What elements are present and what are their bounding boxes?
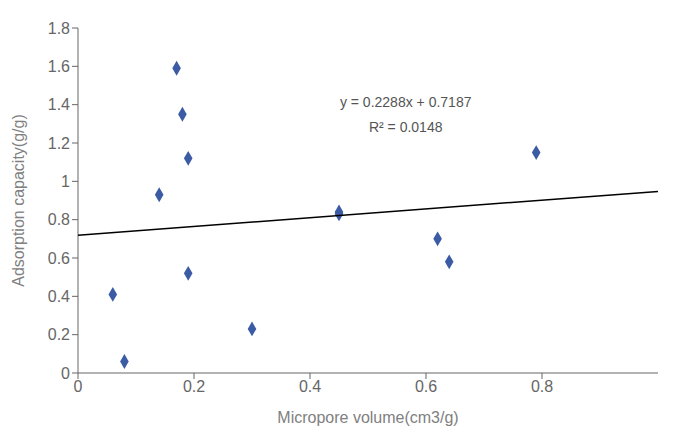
svg-text:0: 0	[74, 378, 83, 395]
svg-text:Adsorption capacity(g/g): Adsorption capacity(g/g)	[10, 114, 27, 287]
svg-text:1.4: 1.4	[48, 96, 70, 113]
svg-text:0.4: 0.4	[299, 378, 321, 395]
svg-text:0: 0	[61, 365, 70, 382]
svg-text:0.6: 0.6	[415, 378, 437, 395]
svg-text:0.4: 0.4	[48, 288, 70, 305]
svg-text:1: 1	[61, 173, 70, 190]
svg-text:0.6: 0.6	[48, 250, 70, 267]
html-text:y = 0.2288x + 0.7187: y = 0.2288x + 0.7187	[339, 94, 472, 111]
svg-text:0.8: 0.8	[48, 211, 70, 228]
svg-text:0.2: 0.2	[48, 326, 70, 343]
svg-text:Micropore volume(cm3/g): Micropore volume(cm3/g)	[277, 409, 458, 426]
svg-text:1.8: 1.8	[48, 20, 70, 37]
svg-text:0.8: 0.8	[531, 378, 553, 395]
svg-text:1.6: 1.6	[48, 58, 70, 75]
svg-text:0.2: 0.2	[183, 378, 205, 395]
svg-text:1.2: 1.2	[48, 135, 70, 152]
html-text:R² = 0.0148: R² = 0.0148	[368, 119, 443, 136]
